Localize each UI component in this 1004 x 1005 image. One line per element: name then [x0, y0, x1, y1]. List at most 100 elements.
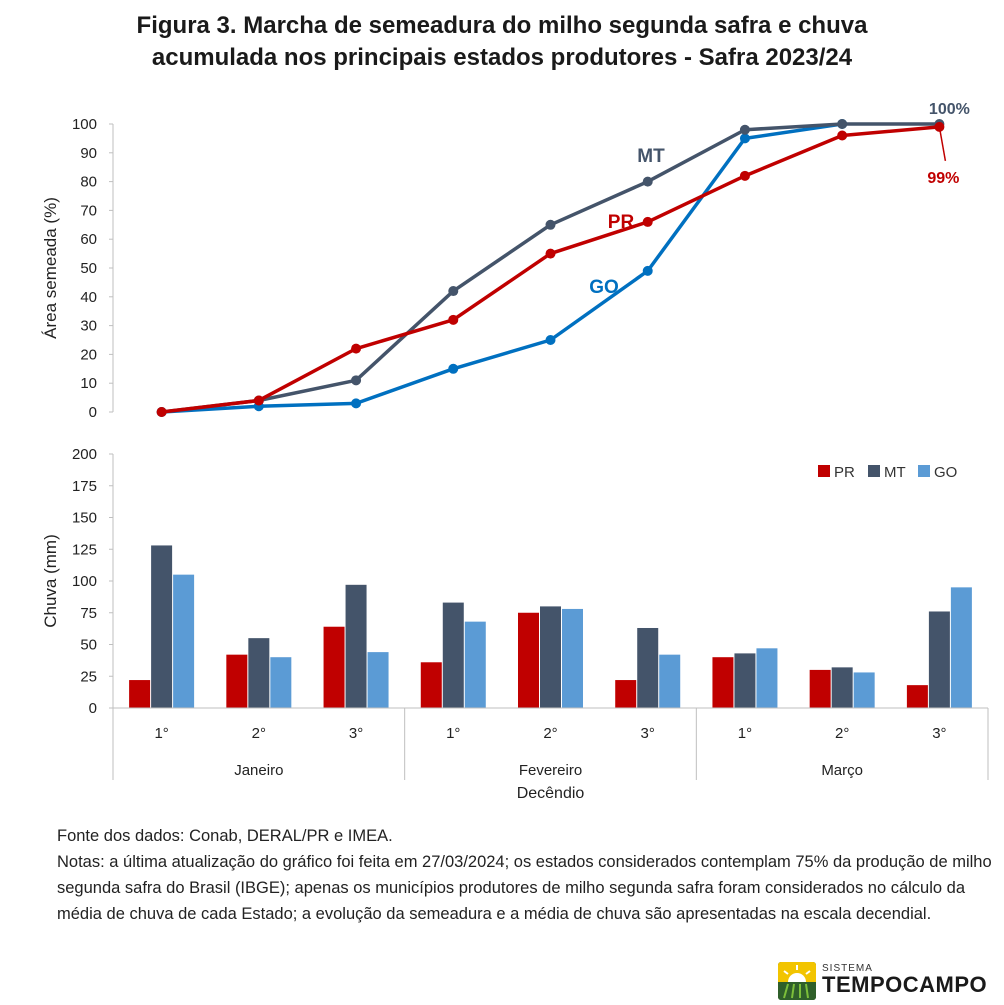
decendio-label: 3°: [349, 725, 363, 742]
bar-go: [367, 652, 389, 708]
month-label: Fevereiro: [519, 762, 582, 779]
bar-pr: [420, 662, 442, 708]
logo-big-text: TEMPOCAMPO: [822, 972, 988, 997]
bar-y-axis-label: Chuva (mm): [41, 534, 60, 628]
legend-label-go: GO: [934, 464, 957, 481]
line-y-tick-label: 0: [89, 404, 97, 421]
legend-swatch-go: [918, 465, 930, 477]
point-pr: [156, 407, 167, 417]
bar-go: [270, 657, 292, 708]
month-label: Janeiro: [234, 762, 283, 779]
line-y-tick-label: 20: [80, 346, 97, 363]
line-y-tick-label: 30: [80, 318, 97, 335]
line-y-axis-label: Área semeada (%): [41, 197, 60, 339]
decendio-label: 3°: [932, 725, 946, 742]
point-pr: [545, 248, 556, 259]
bar-pr: [129, 680, 151, 708]
bar-x-axis-label: Decêndio: [517, 785, 585, 802]
bar-y-tick-label: 25: [80, 668, 97, 685]
bar-pr: [323, 626, 345, 708]
point-pr: [642, 216, 653, 227]
series-label-mt: MT: [637, 146, 665, 167]
sun-field-icon: [778, 962, 816, 1000]
decendio-label: 2°: [543, 725, 557, 742]
bar-y-tick-label: 150: [72, 510, 97, 527]
point-pr: [351, 343, 362, 354]
bar-go: [950, 587, 972, 708]
point-go: [739, 133, 750, 144]
bar-go: [659, 654, 681, 708]
line-y-tick-label: 50: [80, 260, 97, 277]
bar-pr: [906, 685, 928, 708]
line-y-tick-label: 60: [80, 231, 97, 248]
notes: Fonte dos dados: Conab, DERAL/PR e IMEA.…: [57, 823, 992, 927]
logo-small-text: SISTEMA: [822, 963, 873, 974]
bar-y-tick-label: 125: [72, 541, 97, 558]
annotation-label: 100%: [929, 101, 970, 118]
line-y-tick-label: 100: [72, 116, 97, 133]
legend-swatch-mt: [868, 465, 880, 477]
point-mt: [448, 286, 459, 297]
legend-label-pr: PR: [834, 464, 855, 481]
bar-y-tick-label: 175: [72, 478, 97, 495]
bar-go: [173, 574, 195, 708]
bar-y-tick-label: 75: [80, 605, 97, 622]
chart-area: 0 10 20 30 40 50 60 70 80 90 100 Área semeada (%) MT…: [41, 101, 989, 802]
decendio-label: 1°: [154, 725, 168, 742]
decendio-label: 2°: [835, 725, 849, 742]
bar-go: [853, 672, 875, 708]
bar-mt: [637, 627, 659, 708]
tempocampo-logo: SISTEMA TEMPOCAMPO: [778, 962, 990, 1000]
legend-label-mt: MT: [884, 464, 906, 481]
point-go: [642, 265, 653, 276]
line-y-tick-label: 70: [80, 202, 97, 219]
bar-pr: [615, 680, 637, 708]
decendio-label: 3°: [641, 725, 655, 742]
decendio-label: 1°: [446, 725, 460, 742]
point-go: [448, 363, 459, 374]
bar-mt: [831, 667, 853, 708]
series-label-go: GO: [589, 277, 619, 298]
annotation-label: 99%: [927, 170, 959, 187]
source-note: Fonte dos dados: Conab, DERAL/PR e IMEA.: [57, 827, 393, 845]
point-mt: [545, 219, 556, 230]
line-y-tick-label: 40: [80, 289, 97, 306]
legend-swatch-pr: [818, 465, 830, 477]
decendio-label: 1°: [738, 725, 752, 742]
line-y-tick-label: 90: [80, 145, 97, 162]
bar-y-tick-label: 200: [72, 446, 97, 463]
title-line-1: Figura 3. Marcha de semeadura do milho s…: [136, 12, 868, 39]
bar-go: [756, 648, 778, 708]
line-y-tick-label: 10: [80, 375, 97, 392]
bar-mt: [345, 584, 367, 708]
series-line-mt: [161, 122, 940, 414]
bar-pr: [226, 654, 248, 708]
point-mt: [351, 375, 362, 386]
bar-y-tick-label: 0: [89, 700, 97, 717]
bar-go: [562, 608, 583, 708]
notes-text: Notas: a última atualização do gráfico f…: [57, 853, 992, 923]
line-y-tick-label: 80: [80, 174, 97, 191]
point-mt: [642, 176, 653, 187]
point-pr: [253, 395, 264, 406]
point-go: [351, 398, 362, 409]
point-pr: [448, 314, 459, 325]
series-line-pr: [161, 125, 940, 414]
series-line-go: [161, 122, 843, 414]
decendio-label: 2°: [252, 725, 266, 742]
bar-mt: [734, 653, 756, 708]
bar-pr: [518, 612, 539, 708]
point-pr: [739, 170, 750, 181]
bar-mt: [540, 606, 561, 708]
point-go: [545, 335, 556, 345]
bar-go: [464, 621, 486, 708]
month-label: Março: [821, 762, 863, 779]
bar-y-tick-label: 100: [72, 573, 97, 590]
point-mt: [837, 119, 848, 129]
series-label-pr: PR: [608, 212, 635, 233]
bar-mt: [248, 638, 270, 708]
point-pr: [837, 130, 848, 141]
title-line-2: acumulada nos principais estados produto…: [151, 44, 853, 71]
annotation-leader: [938, 126, 947, 162]
chart-title: Figura 3. Marcha de semeadura do milho s…: [0, 10, 1004, 74]
